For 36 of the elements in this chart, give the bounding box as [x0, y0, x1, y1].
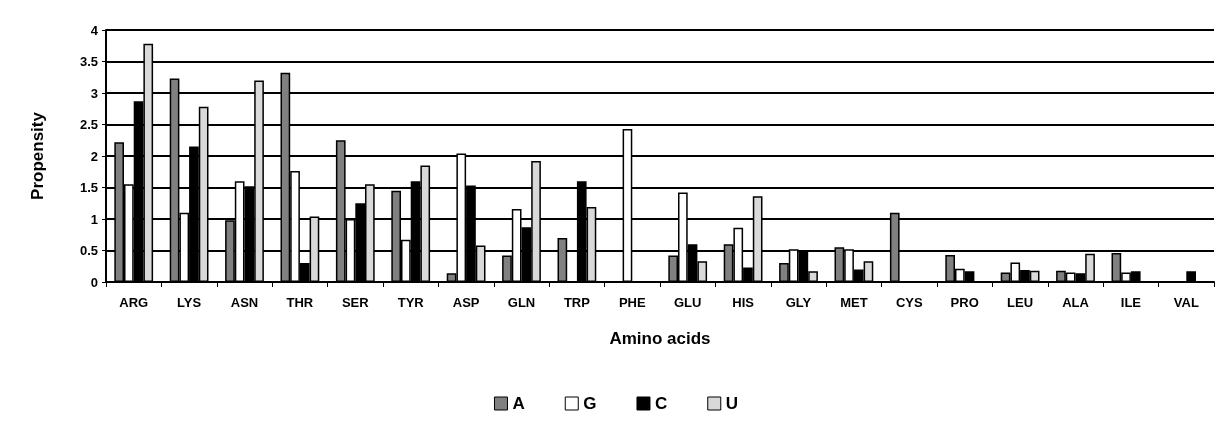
- x-axis-title: Amino acids: [609, 329, 711, 348]
- x-tick-label: VAL: [1173, 295, 1199, 310]
- x-tick-label: ASP: [452, 295, 480, 310]
- y-tick-label: 0: [90, 274, 98, 290]
- bar: [1186, 271, 1196, 282]
- legend-label: G: [583, 394, 597, 413]
- x-tick-label: LEU: [1007, 295, 1034, 310]
- y-tick-label: 4: [90, 22, 99, 38]
- x-tick-label: LYS: [177, 295, 202, 310]
- y-tick-label: 1.5: [79, 180, 98, 195]
- y-tick-label: 3.5: [79, 54, 98, 69]
- legend-label: C: [654, 394, 668, 413]
- x-tick-label: CYS: [895, 295, 923, 310]
- y-tick-label: 2.5: [79, 117, 98, 132]
- x-tick-label: ASN: [230, 295, 259, 310]
- x-tick-label: SER: [341, 295, 370, 310]
- x-tick-label: TYR: [397, 295, 425, 310]
- x-tick-label: GLU: [673, 295, 702, 310]
- x-tick-label: ILE: [1120, 295, 1142, 310]
- y-axis-title: Propensity: [28, 111, 47, 200]
- x-tick-label: HIS: [732, 295, 755, 310]
- legend-label: A: [512, 394, 525, 413]
- x-tick-label: GLY: [785, 295, 812, 310]
- y-tick-label: 0.5: [79, 243, 98, 258]
- y-tick-label: 2: [90, 148, 98, 164]
- y-tick-label: 3: [90, 85, 98, 101]
- legend-label: U: [725, 394, 739, 413]
- x-tick-label: THR: [286, 295, 314, 310]
- x-tick-label: ARG: [119, 295, 149, 310]
- x-tick-label: PRO: [950, 295, 979, 310]
- x-tick-label: MET: [840, 295, 868, 310]
- x-tick-label: GLN: [507, 295, 536, 310]
- x-tick-label: ALA: [1062, 295, 1090, 310]
- x-tick-label: PHE: [618, 295, 646, 310]
- x-tick-label: TRP: [563, 295, 591, 310]
- y-tick-label: 1: [90, 211, 98, 227]
